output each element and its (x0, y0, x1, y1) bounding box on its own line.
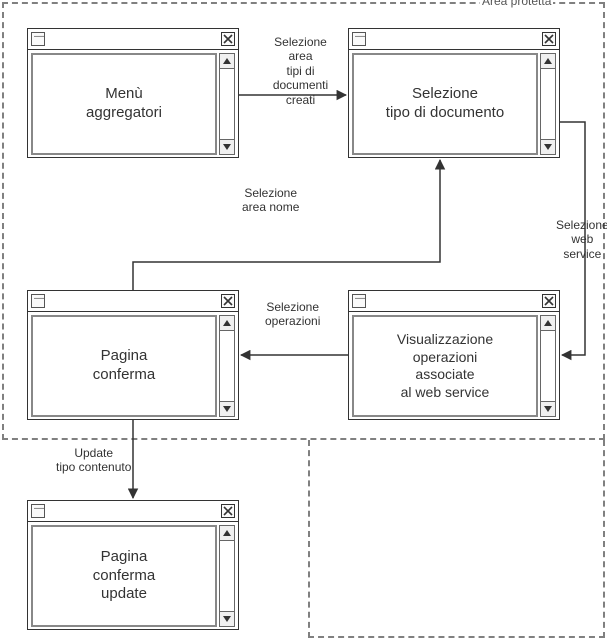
close-icon[interactable] (221, 504, 235, 518)
scroll-down-icon[interactable] (220, 401, 234, 416)
close-icon[interactable] (542, 32, 556, 46)
scroll-up-icon[interactable] (220, 54, 234, 69)
scroll-down-icon[interactable] (541, 401, 555, 416)
window-menu-aggregatori: Menùaggregatori (27, 28, 239, 158)
area-protetta-bottom (308, 440, 605, 638)
scrollbar[interactable] (219, 525, 235, 627)
window-title: Selezionetipo di documento (352, 53, 538, 155)
scrollbar[interactable] (219, 315, 235, 417)
window-selezione-tipo-doc: Selezionetipo di documento (348, 28, 560, 158)
scroll-down-icon[interactable] (220, 611, 234, 626)
window-title: Visualizzazioneoperazioniassociateal web… (352, 315, 538, 417)
scrollbar[interactable] (540, 53, 556, 155)
minimize-icon[interactable] (31, 504, 45, 518)
scroll-up-icon[interactable] (220, 316, 234, 331)
label-sel-web-service: Selezionewebservice (556, 218, 607, 261)
close-icon[interactable] (542, 294, 556, 308)
window-title: Paginaconferma (31, 315, 217, 417)
titlebar (28, 291, 238, 312)
window-pagina-conf-update: Paginaconfermaupdate (27, 500, 239, 630)
titlebar (28, 29, 238, 50)
close-icon[interactable] (221, 294, 235, 308)
area-protetta-label: Area protetta (480, 0, 553, 8)
titlebar (349, 291, 559, 312)
scrollbar[interactable] (219, 53, 235, 155)
titlebar (349, 29, 559, 50)
scroll-down-icon[interactable] (541, 139, 555, 154)
scrollbar[interactable] (540, 315, 556, 417)
minimize-icon[interactable] (31, 32, 45, 46)
scroll-up-icon[interactable] (220, 526, 234, 541)
window-pagina-conferma: Paginaconferma (27, 290, 239, 420)
close-icon[interactable] (221, 32, 235, 46)
diagram-canvas: Area protetta Selezioneareatipi di docum… (0, 0, 607, 640)
window-title: Paginaconfermaupdate (31, 525, 217, 627)
label-sel-operazioni: Selezioneoperazioni (265, 300, 320, 329)
minimize-icon[interactable] (352, 294, 366, 308)
titlebar (28, 501, 238, 522)
minimize-icon[interactable] (31, 294, 45, 308)
label-update-tipo: Updatetipo contenuto (56, 446, 131, 475)
minimize-icon[interactable] (352, 32, 366, 46)
label-sel-area-nome: Selezionearea nome (242, 186, 299, 215)
window-visualizzazione-ops: Visualizzazioneoperazioniassociateal web… (348, 290, 560, 420)
window-title: Menùaggregatori (31, 53, 217, 155)
scroll-down-icon[interactable] (220, 139, 234, 154)
scroll-up-icon[interactable] (541, 316, 555, 331)
label-sel-area-tipi: Selezioneareatipi di documenticreati (258, 35, 343, 107)
scroll-up-icon[interactable] (541, 54, 555, 69)
